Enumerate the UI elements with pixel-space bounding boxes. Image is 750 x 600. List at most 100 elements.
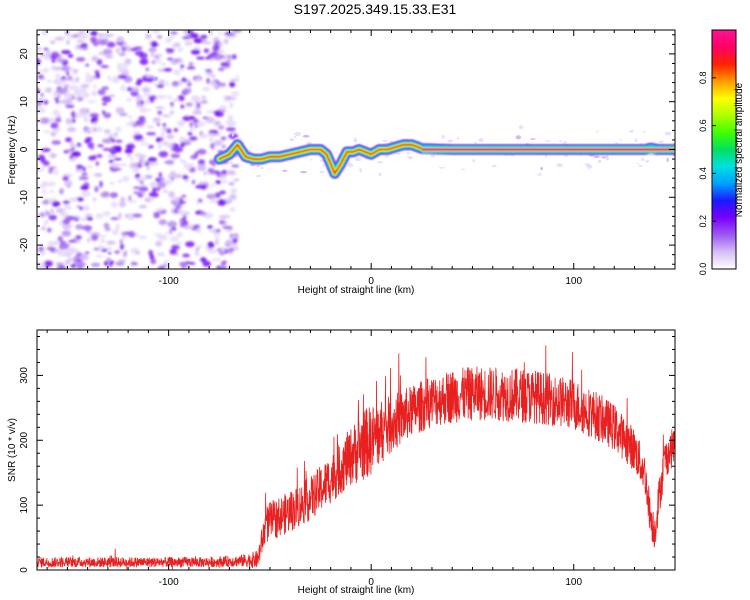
snr-x-tick-label: 100 xyxy=(565,577,582,588)
noise-speckle xyxy=(180,64,185,69)
noise-speckle xyxy=(173,128,178,132)
noise-speckle xyxy=(101,110,106,115)
noise-speckle xyxy=(206,78,210,84)
faint-speckle xyxy=(474,141,477,145)
noise-speckle xyxy=(162,123,166,128)
noise-speckle xyxy=(210,57,214,62)
noise-speckle xyxy=(111,162,120,169)
noise-speckle xyxy=(201,184,207,190)
noise-speckle xyxy=(99,180,103,188)
noise-speckle xyxy=(185,102,193,107)
noise-speckle xyxy=(191,95,196,100)
noise-speckle xyxy=(38,97,45,104)
noise-speckle xyxy=(85,63,89,67)
noise-speckle xyxy=(194,252,200,257)
noise-speckle xyxy=(84,139,90,144)
noise-speckle xyxy=(76,142,82,147)
noise-speckle xyxy=(184,164,192,170)
noise-speckle xyxy=(231,54,237,60)
noise-speckle xyxy=(118,52,126,56)
noise-speckle xyxy=(49,55,58,59)
noise-speckle xyxy=(173,69,181,76)
noise-speckle xyxy=(207,241,215,249)
noise-speckle xyxy=(186,66,196,70)
noise-speckle xyxy=(128,115,133,119)
noise-speckle xyxy=(106,41,116,48)
noise-speckle xyxy=(152,30,160,34)
faint-speckle xyxy=(249,164,256,167)
noise-speckle xyxy=(142,88,150,93)
noise-speckle xyxy=(116,145,122,153)
noise-speckle xyxy=(103,48,113,55)
faint-speckle xyxy=(585,163,591,167)
noise-speckle xyxy=(75,235,82,240)
noise-speckle xyxy=(71,151,81,158)
noise-speckle xyxy=(144,197,152,203)
noise-speckle xyxy=(71,34,80,38)
noise-speckle xyxy=(214,239,219,245)
noise-speckle xyxy=(84,213,93,217)
noise-speckle xyxy=(171,244,181,250)
colorbar-tick-label: 0.2 xyxy=(698,215,708,228)
noise-speckle xyxy=(48,154,53,158)
faint-speckle xyxy=(664,131,672,136)
faint-speckle xyxy=(597,159,602,163)
noise-speckle xyxy=(225,57,234,61)
noise-speckle xyxy=(155,241,163,247)
faint-speckle xyxy=(478,138,484,143)
noise-speckle xyxy=(210,142,215,150)
noise-speckle xyxy=(160,131,165,138)
snr-y-tick-label: 200 xyxy=(19,431,30,448)
noise-speckle xyxy=(78,33,89,40)
noise-speckle xyxy=(119,238,123,245)
noise-speckle xyxy=(76,205,81,208)
noise-speckle xyxy=(63,205,72,210)
noise-speckle xyxy=(38,251,46,256)
noise-speckle xyxy=(70,263,77,268)
noise-speckle xyxy=(43,47,49,51)
noise-speckle xyxy=(221,144,226,149)
noise-speckle xyxy=(46,181,57,187)
noise-speckle xyxy=(96,154,103,158)
noise-speckle xyxy=(156,122,161,126)
noise-speckle xyxy=(108,94,116,98)
noise-speckle xyxy=(71,146,75,152)
noise-speckle xyxy=(50,130,57,137)
noise-speckle xyxy=(74,112,85,118)
noise-speckle xyxy=(235,74,239,78)
noise-speckle xyxy=(190,49,201,55)
faint-speckle xyxy=(359,168,362,173)
noise-speckle xyxy=(189,136,198,141)
noise-speckle xyxy=(68,148,72,152)
noise-speckle xyxy=(68,239,77,243)
noise-speckle xyxy=(210,52,218,56)
noise-speckle xyxy=(94,70,100,73)
noise-speckle xyxy=(67,127,77,133)
noise-speckle xyxy=(197,102,201,108)
noise-speckle xyxy=(45,87,52,93)
noise-speckle xyxy=(149,197,154,202)
noise-speckle xyxy=(64,259,70,265)
faint-speckle xyxy=(636,162,639,165)
noise-speckle xyxy=(225,119,235,127)
noise-speckle xyxy=(146,165,151,171)
noise-speckle xyxy=(111,229,119,236)
noise-speckle xyxy=(104,260,109,266)
faint-speckle xyxy=(596,130,599,133)
faint-speckle xyxy=(606,154,609,159)
noise-speckle xyxy=(166,128,172,134)
noise-speckle xyxy=(155,177,160,183)
noise-speckle xyxy=(219,104,227,111)
faint-speckle xyxy=(537,173,542,176)
noise-speckle xyxy=(157,142,162,150)
noise-speckle xyxy=(220,248,225,253)
noise-speckle xyxy=(44,209,49,217)
noise-speckle xyxy=(225,239,233,247)
noise-speckle xyxy=(158,151,169,158)
noise-speckle xyxy=(81,172,88,176)
noise-speckle xyxy=(208,138,214,142)
noise-speckle xyxy=(147,157,157,163)
faint-speckle xyxy=(309,158,312,161)
noise-speckle xyxy=(144,98,150,105)
